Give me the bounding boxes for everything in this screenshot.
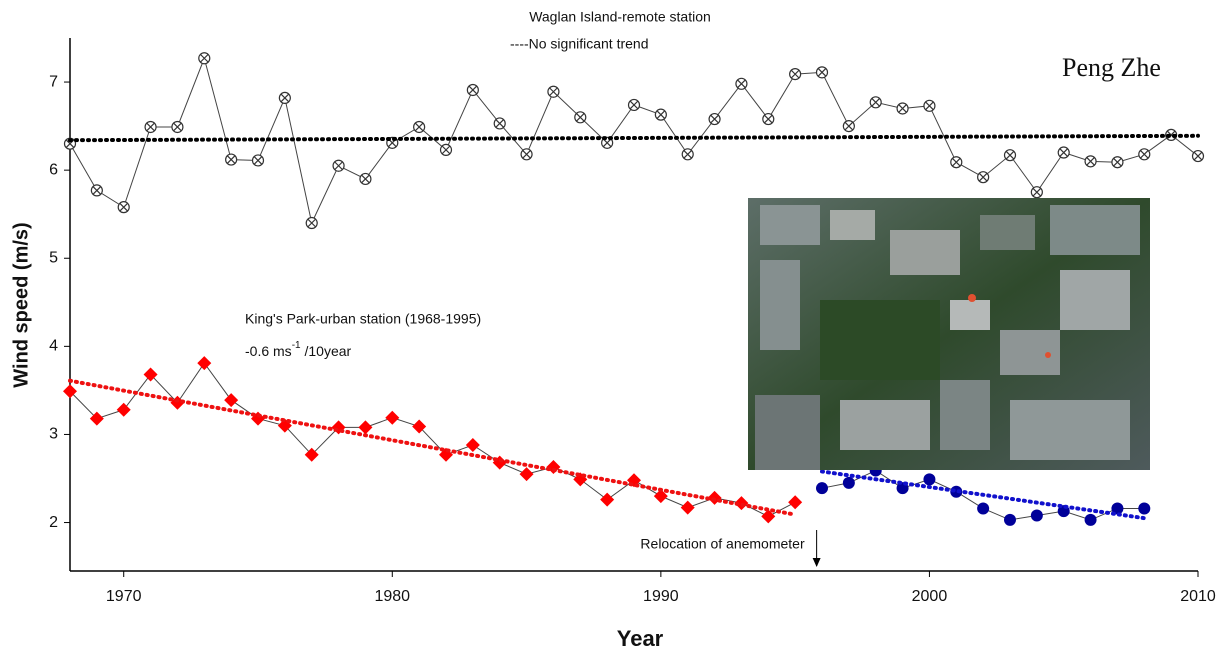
x-tick-label: 1980 [374, 588, 410, 605]
marker [788, 495, 802, 509]
marker [1031, 509, 1043, 521]
annotation-arrowhead [813, 558, 821, 567]
marker [466, 438, 480, 452]
marker [600, 493, 614, 507]
y-tick-label: 6 [49, 161, 58, 178]
marker [385, 411, 399, 425]
marker [197, 356, 211, 370]
x-axis-label: Year [617, 626, 664, 651]
marker [681, 501, 695, 515]
annotation-suffix: /10year [301, 343, 352, 359]
marker [977, 502, 989, 514]
aerial-photo [748, 198, 1150, 470]
y-axis-label: Wind speed (m/s) [10, 222, 32, 387]
x-tick-label: 1990 [643, 588, 679, 605]
annotation: ----No significant trend [510, 36, 649, 52]
x-tick-label: 2000 [912, 588, 948, 605]
page: {"chart_data": {"type": "line", "author"… [0, 0, 1219, 664]
marker [358, 420, 372, 434]
marker [224, 393, 238, 407]
x-tick-label: 2010 [1180, 588, 1216, 605]
marker [1004, 514, 1016, 526]
marker [117, 403, 131, 417]
marker [923, 473, 935, 485]
author: Peng Zhe [1062, 53, 1161, 82]
annotation: Waglan Island-remote station [529, 9, 711, 25]
annotation-text: -0.6 ms [245, 343, 292, 359]
y-tick-label: 3 [49, 426, 58, 443]
chart: Peng Zhe Waglan Island-remote station --… [0, 0, 1219, 664]
marker [816, 482, 828, 494]
marker [1085, 514, 1097, 526]
y-tick-label: 2 [49, 514, 58, 531]
y-tick-label: 7 [49, 73, 58, 90]
annotation: -0.6 ms-1 /10year [245, 340, 352, 359]
y-tick-label: 4 [49, 338, 58, 355]
marker [1138, 502, 1150, 514]
y-tick-label: 5 [49, 249, 58, 266]
marker [843, 477, 855, 489]
x-tick-label: 1970 [106, 588, 142, 605]
annotation: Relocation of anemometer [640, 536, 805, 552]
annotation: King's Park-urban station (1968-1995) [245, 311, 481, 327]
marker [520, 467, 534, 481]
trend-line [70, 381, 795, 515]
trend-line [70, 136, 1198, 140]
